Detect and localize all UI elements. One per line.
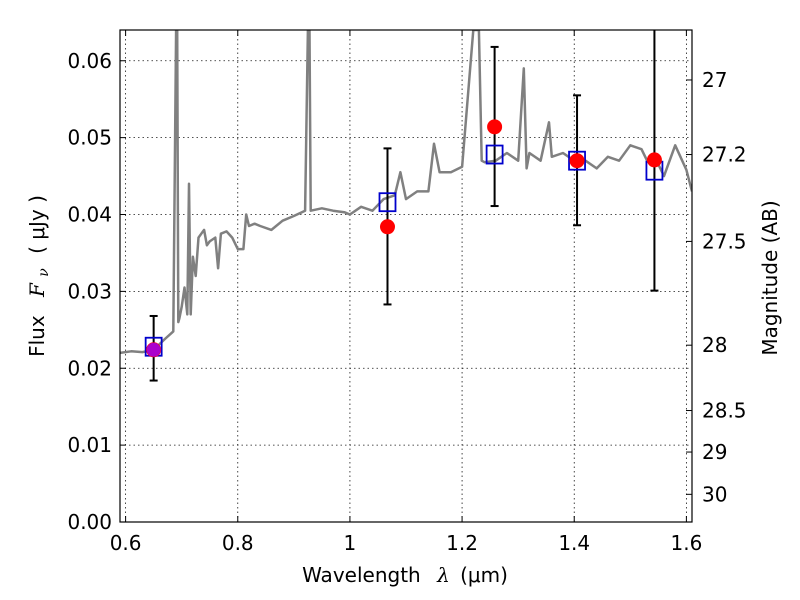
x-axis-symbol: λ bbox=[436, 563, 450, 587]
x-axis-unit: (μm) bbox=[460, 563, 508, 587]
y-tick-label: 0.00 bbox=[67, 510, 112, 534]
grid-lines bbox=[120, 30, 692, 523]
right-tick-label: 27.2 bbox=[702, 143, 747, 167]
right-tick-label: 27 bbox=[702, 68, 727, 92]
right-tick-label: 30 bbox=[702, 482, 727, 506]
y-tick-label: 0.01 bbox=[67, 433, 112, 457]
x-tick-label: 1.4 bbox=[558, 531, 590, 555]
model-square bbox=[378, 192, 397, 213]
highlight-point bbox=[146, 342, 161, 357]
y-axis-label-text: Flux bbox=[25, 315, 49, 357]
y-tick-label: 0.05 bbox=[67, 126, 112, 150]
x-tick-label: 0.8 bbox=[222, 531, 254, 555]
y-axis-title: Flux F ν ( μJy ) bbox=[25, 195, 53, 357]
x-tick-label: 1.2 bbox=[446, 531, 478, 555]
y-tick-label: 0.03 bbox=[67, 279, 112, 303]
x-tick-label: 1 bbox=[344, 531, 357, 555]
observed-point bbox=[646, 152, 662, 168]
right-tick-label: 27.5 bbox=[702, 229, 747, 253]
observed-point bbox=[379, 219, 395, 235]
spectrum-line bbox=[120, 30, 692, 355]
right-tick-label: 28.5 bbox=[702, 399, 747, 423]
x-tick-label: 1.6 bbox=[670, 531, 702, 555]
right-tick-label: 28 bbox=[702, 333, 727, 357]
y-axis-unit: ( μJy ) bbox=[25, 195, 49, 254]
plot-area bbox=[120, 30, 692, 382]
y-axis-symbol: F bbox=[25, 282, 49, 298]
model-square bbox=[568, 150, 586, 171]
y-tick-label: 0.02 bbox=[67, 356, 112, 380]
observed-point bbox=[569, 153, 585, 169]
y-tick-label: 0.04 bbox=[67, 203, 112, 227]
plot-frame bbox=[119, 29, 693, 523]
y-axis-subscript: ν bbox=[36, 268, 52, 277]
right-axis-title: Magnitude (AB) bbox=[758, 200, 782, 355]
y-tick-label: 0.06 bbox=[67, 49, 112, 73]
observed-point bbox=[487, 119, 503, 135]
x-axis-label-text: Wavelength bbox=[302, 563, 421, 587]
axes: 0.6 0.8 1 1.2 1.4 1.6 0.00 0.01 0.02 0.03 0.04 0.05… bbox=[67, 30, 747, 555]
x-axis-title: Wavelength λ (μm) bbox=[302, 563, 508, 587]
right-tick-label: 29 bbox=[702, 440, 727, 464]
x-tick-label: 0.6 bbox=[110, 531, 142, 555]
model-square bbox=[485, 144, 504, 165]
